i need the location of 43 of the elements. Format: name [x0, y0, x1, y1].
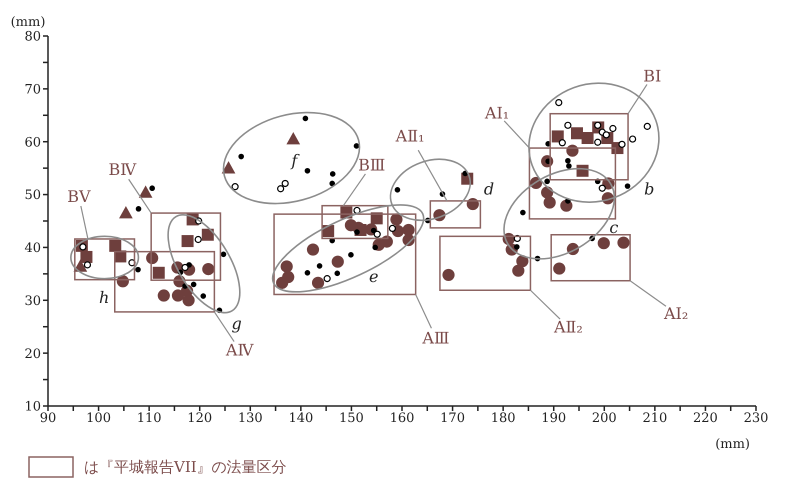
- annotation: AⅠ₁: [484, 104, 510, 123]
- y-tick-label: 60: [24, 135, 41, 150]
- annotation: AⅢ: [421, 328, 450, 348]
- annotation: AⅠ₂: [662, 304, 688, 323]
- annotation: d: [484, 179, 494, 198]
- y-axis-title: (mm): [10, 15, 46, 30]
- y-tick-label: 20: [24, 346, 41, 362]
- x-tick-label: 150: [339, 411, 364, 426]
- y-tick-label: 10: [24, 400, 41, 415]
- annotation: AⅣ: [224, 340, 254, 360]
- y-tick-label: 80: [24, 30, 41, 45]
- x-tick-label: 110: [136, 411, 162, 426]
- x-tick-label: 210: [642, 411, 668, 426]
- annotation: AⅡ₂: [552, 318, 583, 337]
- annotation: BⅢ: [358, 155, 386, 174]
- x-tick-label: 130: [238, 411, 263, 426]
- y-tick-label: 40: [24, 241, 41, 256]
- annotation: f: [290, 151, 300, 170]
- annotation: g: [232, 314, 242, 334]
- annotation: BⅠ: [643, 66, 662, 86]
- annotation: AⅡ₁: [394, 126, 425, 146]
- x-axis-title: (mm): [715, 437, 750, 452]
- x-tick-label: 160: [390, 411, 414, 426]
- x-tick-label: 230: [744, 411, 768, 426]
- annotation: e: [368, 267, 378, 286]
- x-tick-label: 190: [541, 411, 566, 426]
- x-tick-label: 100: [86, 411, 111, 426]
- annotation: c: [609, 218, 618, 237]
- x-tick-label: 140: [288, 411, 314, 426]
- text: は『平城報告VII』の法量区分: [84, 458, 287, 476]
- x-tick-label: 90: [40, 411, 56, 426]
- y-tick-label: 50: [24, 188, 41, 204]
- annotation: h: [98, 288, 110, 308]
- y-tick-label: 70: [24, 82, 41, 98]
- x-tick-label: 170: [440, 411, 465, 426]
- x-tick-label: 200: [592, 411, 617, 426]
- x-tick-label: 220: [693, 411, 718, 426]
- y-tick-label: 30: [24, 294, 41, 309]
- annotation: BⅣ: [108, 160, 138, 180]
- x-tick-label: 180: [490, 411, 516, 426]
- annotation: BⅤ: [67, 187, 91, 206]
- annotation: b: [644, 179, 654, 198]
- x-tick-label: 120: [187, 411, 212, 426]
